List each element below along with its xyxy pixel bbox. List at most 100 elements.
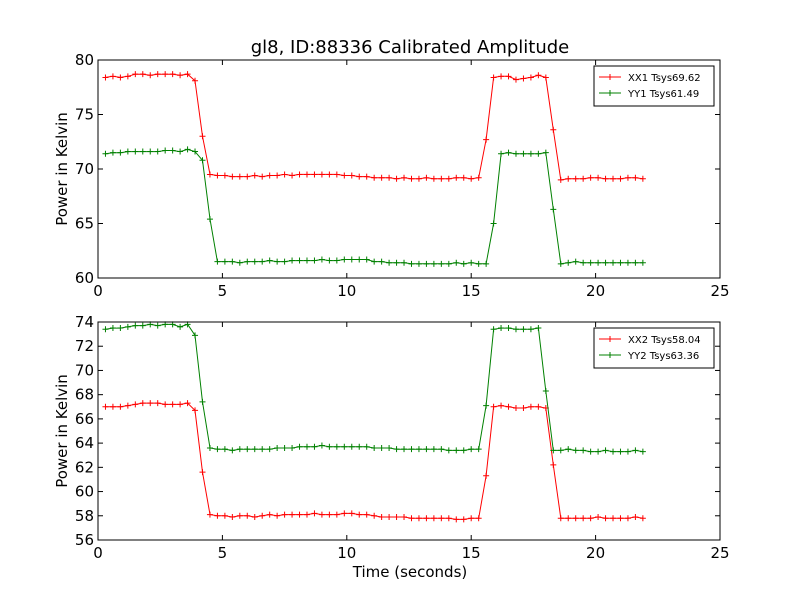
bottom-series-1-point [274,512,281,519]
top-series-1-point [475,174,482,181]
bottom-series-1-point [289,511,296,518]
bottom-ytick-label: 74 [75,313,94,331]
bottom-series-2-point [602,447,609,454]
bottom-series-1-point [124,402,131,409]
bottom-series-2-point [177,323,184,330]
bottom-series-2-point [192,332,199,339]
top-plot-frame [97,59,721,279]
bottom-series-1-point [490,403,497,410]
bottom-series-2-point [274,444,281,451]
top-ytick-label: 60 [75,269,94,287]
top-series-2-point [326,257,333,264]
bottom-series-2-point [483,402,490,409]
top-series-1-point [460,174,467,181]
top-series-2-point [453,259,460,266]
top-series-1-point [565,175,572,182]
top-series-1-point [371,174,378,181]
bottom-series-1-point [311,510,318,517]
bottom-series-2-point [430,446,437,453]
top-series-2-point [132,148,139,155]
top-series-1-point [624,174,631,181]
bottom-ytick-label: 68 [75,386,94,404]
top-series-2-point [595,259,602,266]
top-series-2-point [154,148,161,155]
bottom-series-1-point [266,511,273,518]
top-series-2-point [102,150,109,157]
bottom-series-1-point [206,511,213,518]
bottom-series-2-point [371,444,378,451]
bottom-series-1-point [177,401,184,408]
bottom-series-1-point [117,403,124,410]
top-series-2-point [430,260,437,267]
top-series-1-point [363,173,370,180]
bottom-series-2-point [617,448,624,455]
top-series-2-point [348,256,355,263]
top-legend-label: YY1 Tsys61.49 [627,89,699,100]
bottom-series-2-point [490,326,497,333]
bottom-series-1-point [617,515,624,522]
top-series-1-point [221,172,228,179]
bottom-series-2-point [154,322,161,329]
top-series-2-point [221,258,228,265]
bottom-legend-box [593,327,715,369]
top-series-2-point [535,150,542,157]
bottom-series-2-point [281,444,288,451]
bottom-series-1-point [468,515,475,522]
bottom-series-2-point [572,447,579,454]
top-series-2-point [602,259,609,266]
top-series-1-point [169,71,176,78]
bottom-series-1-point [438,515,445,522]
top-series-1-point [557,176,564,183]
top-legend-marker [607,90,613,96]
top-series-1-point [326,171,333,178]
top-series-1-point [415,175,422,182]
bottom-series-2-point [408,446,415,453]
top-series-1-point [430,175,437,182]
bottom-series-1-point [535,403,542,410]
bottom-series-2-point [624,448,631,455]
top-series-2-point [572,258,579,265]
bottom-series-1-point [483,472,490,479]
top-series-1-point [535,72,542,79]
top-series-1-point [192,77,199,84]
bottom-series-2-point [550,447,557,454]
bottom-series-2-point [206,444,213,451]
top-series-1-point [639,175,646,182]
bottom-series-1-point [423,515,430,522]
top-series-1-point [617,175,624,182]
top-series-2-point [266,257,273,264]
bottom-series-2-point [221,446,228,453]
bottom-legend-label: YY2 Tsys63.36 [627,351,699,362]
top-series-2-point [236,259,243,266]
top-series-1-point [124,73,131,80]
top-series-1-point [595,174,602,181]
bottom-series-1-point [341,510,348,517]
bottom-series-2-point [244,446,251,453]
bottom-series-1-point [610,515,617,522]
top-series-2-point [557,260,564,267]
bottom-series-1-point [147,400,154,407]
top-series-1-point [602,175,609,182]
top-series-2-point [147,148,154,155]
bottom-series-1-point [229,513,236,520]
bottom-series-2-point [124,323,131,330]
top-series-1-point [393,175,400,182]
top-series-1-point [378,174,385,181]
top-series-1-point [386,174,393,181]
top-series-1-point [512,76,519,83]
top-ytick-label: 75 [75,106,94,124]
bottom-series-2-point [266,446,273,453]
bottom-series-2-point [199,398,206,405]
bottom-legend: XX2 Tsys58.04 YY2 Tsys63.36 [593,327,715,369]
bottom-series-1-point [415,515,422,522]
top-series-1-point [520,75,527,82]
chart-title: gl8, ID:88336 Calibrated Amplitude [251,37,570,58]
top-series-2-point [512,150,519,157]
top-series-2-point [460,260,467,267]
bottom-series-1-point [475,515,482,522]
top-legend-marker [607,74,613,80]
bottom-series-2-point [363,443,370,450]
bottom-series-1-point [595,513,602,520]
top-series-1-point [580,175,587,182]
bottom-plot-frame [97,321,721,541]
